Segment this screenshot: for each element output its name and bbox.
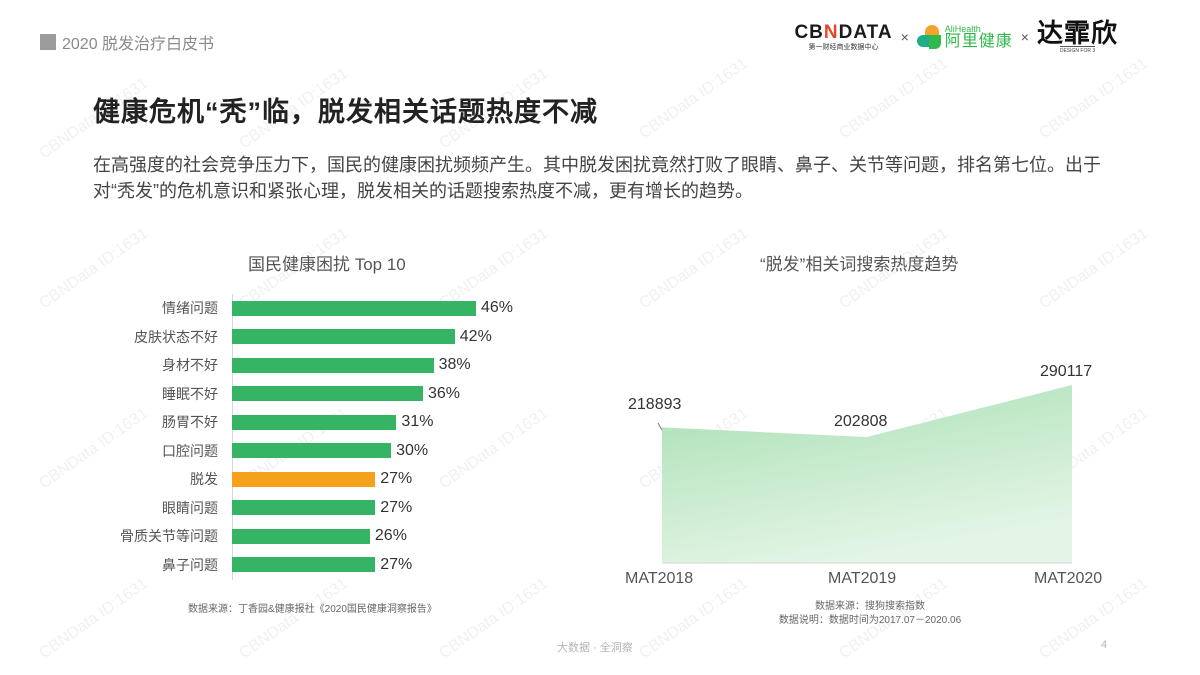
bar-chart-source: 数据来源：丁香园&健康报社《2020国民健康洞察报告》 (188, 604, 437, 615)
bar-row: 鼻子问题 27% (100, 551, 560, 580)
bar (232, 329, 455, 345)
bar-category-label: 脱发 (190, 471, 218, 488)
bar-value-label: 27% (380, 470, 413, 488)
bar-row: 睡眠不好 36% (100, 380, 560, 409)
bar-row: 皮肤状态不好 42% (100, 323, 560, 352)
report-tag-label: 2020 脱发治疗白皮书 (62, 36, 215, 53)
times-separator: × (1020, 29, 1029, 45)
area-value-label: 202808 (834, 413, 888, 430)
area-fill (662, 385, 1072, 563)
page-number: 4 (1101, 639, 1108, 651)
alihealth-heart-icon (916, 25, 941, 49)
bar-category-label: 皮肤状态不好 (134, 328, 218, 345)
bar-value-label: 31% (401, 413, 434, 431)
bar-category-label: 鼻子问题 (162, 556, 218, 573)
bar (232, 557, 376, 573)
bar-category-label: 肠胃不好 (162, 414, 218, 431)
bar-row: 肠胃不好 31% (100, 408, 560, 437)
report-tag-square-icon (40, 34, 56, 50)
area-value-label: 290117 (1040, 363, 1093, 380)
bar-category-label: 睡眠不好 (162, 385, 218, 402)
bar-row: 骨质关节等问题 26% (100, 522, 560, 551)
area-x-tick-label: MAT2019 (828, 570, 897, 587)
bar-value-label: 30% (396, 441, 429, 459)
label-leader-line (657, 422, 663, 431)
bar-value-label: 36% (427, 384, 460, 402)
bar-value-label: 26% (374, 527, 407, 545)
partner-logos: CBNDATA 第一财经商业数据中心 × AliHealth 阿里健康 × 达霏… (794, 20, 1118, 54)
bar-row: 身材不好 38% (100, 351, 560, 380)
bar-category-label: 眼睛问题 (162, 499, 218, 516)
bar (232, 528, 370, 544)
area-chart-title: “脱发”相关词搜索热度趋势 (760, 255, 959, 274)
bar-chart-title: 国民健康困扰 Top 10 (248, 255, 406, 274)
area-x-tick-label: MAT2018 (625, 570, 694, 587)
bar-category-label: 骨质关节等问题 (120, 528, 218, 545)
bar-row: 眼睛问题 27% (100, 494, 560, 523)
report-tag: 2020 脱发治疗白皮书 (40, 30, 214, 54)
bar-value-label: 27% (380, 555, 413, 573)
bar-category-label: 身材不好 (162, 357, 218, 374)
times-separator: × (900, 29, 909, 45)
bar-category-label: 口腔问题 (162, 442, 218, 459)
dafeixin-logo: 达霏欣 DESIGN FOR 3 (1036, 18, 1118, 54)
bar-value-label: 46% (481, 299, 514, 317)
intro-paragraph: 在高强度的社会竞争压力下，国民的健康困扰频频产生。其中脱发困扰竟然打败了眼睛、鼻… (93, 155, 1101, 201)
bar (232, 414, 397, 430)
bar-value-label: 38% (438, 356, 471, 374)
bar (232, 443, 392, 459)
cbndata-logo: CBNDATA 第一财经商业数据中心 (794, 21, 893, 51)
bar-value-label: 27% (380, 498, 413, 516)
page-title: 健康危机“秃”临，脱发相关话题热度不减 (93, 97, 598, 127)
footer-tagline: 大数据 · 全洞察 (557, 642, 633, 654)
bar-row: 脱发 27% (100, 465, 560, 494)
bar (232, 357, 434, 373)
bar-chart-axis (232, 294, 233, 580)
bar (232, 500, 376, 516)
bar-highlight (232, 471, 376, 487)
bar-category-label: 情绪问题 (162, 300, 218, 317)
area-value-label: 218893 (628, 396, 682, 413)
bar (232, 386, 423, 402)
bar-value-label: 42% (459, 327, 492, 345)
bar-row: 口腔问题 30% (100, 437, 560, 466)
bar (232, 300, 476, 316)
search-trend-area-chart (657, 385, 1072, 564)
area-chart-source: 数据来源：搜狗搜索指数 数据说明：数据时间为2017.07－2020.06 (778, 601, 962, 626)
area-x-tick-label: MAT2020 (1034, 570, 1103, 587)
bar-row: 情绪问题 46% (100, 294, 560, 323)
alihealth-logo: AliHealth 阿里健康 (916, 24, 1013, 50)
